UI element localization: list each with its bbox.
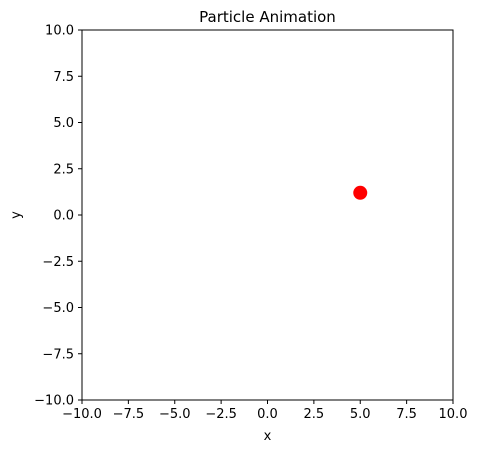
- y-tick-label: 5.0: [53, 116, 74, 131]
- x-axis-title: x: [264, 429, 272, 444]
- y-tick-label: −10.0: [34, 394, 74, 409]
- y-tick-label: −5.0: [42, 301, 74, 316]
- x-tick-label: −2.5: [205, 407, 237, 422]
- x-tick-label: 10.0: [439, 407, 468, 422]
- y-tick-label: −7.5: [42, 347, 74, 362]
- y-tick-label: −2.5: [42, 255, 74, 270]
- x-tick-label: 7.5: [396, 407, 417, 422]
- x-axis-ticks: −10.0 −7.5 −5.0 −2.5 0.0 2.5 5.0 7.5 10.0: [62, 400, 467, 422]
- particle-point: [353, 185, 368, 200]
- x-tick-label: 0.0: [257, 407, 278, 422]
- chart-title: Particle Animation: [199, 8, 336, 26]
- y-axis-ticks: −10.0 −7.5 −5.0 −2.5 0.0 2.5 5.0 7.5 10.0: [34, 24, 82, 409]
- x-tick-label: 2.5: [304, 407, 325, 422]
- y-tick-label: 2.5: [53, 162, 74, 177]
- points-layer: [353, 185, 368, 200]
- y-tick-label: 0.0: [53, 209, 74, 224]
- plot-area: [81, 29, 454, 401]
- x-tick-label: −7.5: [113, 407, 145, 422]
- x-tick-label: 5.0: [350, 407, 371, 422]
- x-tick-label: −10.0: [62, 407, 102, 422]
- plot-frame: [81, 29, 454, 401]
- y-tick-label: 7.5: [53, 70, 74, 85]
- x-tick-label: −5.0: [159, 407, 191, 422]
- y-axis-title: y: [9, 211, 24, 219]
- y-tick-label: 10.0: [45, 24, 74, 39]
